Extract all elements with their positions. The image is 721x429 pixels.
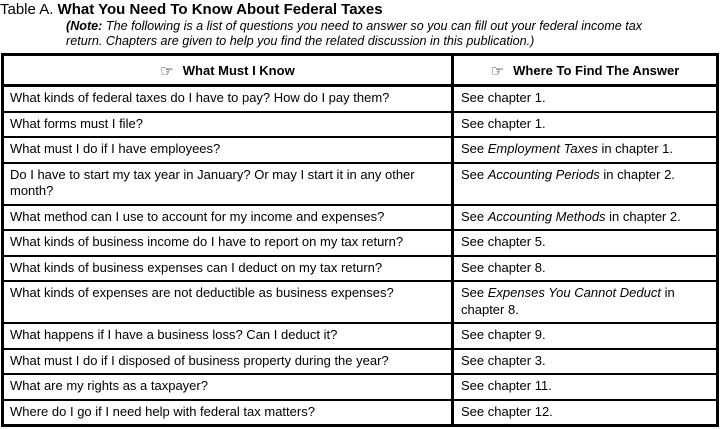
note-prefix: (Note: bbox=[66, 19, 103, 33]
answer-text: in chapter 2. bbox=[599, 166, 675, 182]
answer-text: in chapter 8. bbox=[461, 285, 675, 317]
table-row: What are my rights as a taxpayer? See cha… bbox=[1, 373, 719, 401]
answer-reference-italic: Expenses You Cannot Deduct bbox=[487, 285, 661, 300]
answer-cell: See chapter 9. bbox=[451, 322, 719, 350]
answer-cell: See Accounting Periods in chapter 2. bbox=[451, 161, 719, 206]
table-row: Where do I go if I need help with federa… bbox=[1, 398, 719, 427]
table-row: What kinds of business income do I have … bbox=[1, 229, 719, 257]
table-row: What kinds of federal taxes do I have to… bbox=[1, 84, 719, 113]
answer-text: See bbox=[461, 166, 488, 182]
answer-reference-italic: Employment Taxes bbox=[487, 141, 598, 156]
note-body: The following is a list of questions you… bbox=[66, 19, 643, 48]
note-text: (Note: The following is a list of questi… bbox=[66, 19, 664, 48]
answer-text: See chapter 9. bbox=[461, 327, 546, 342]
header-label-questions: What Must I Know bbox=[182, 63, 295, 78]
answer-cell: See Expenses You Cannot Deduct in chapte… bbox=[451, 280, 719, 324]
table-row: What must I do if I disposed of business… bbox=[1, 347, 719, 375]
header-label-answers: Where To Find The Answer bbox=[513, 63, 680, 78]
answer-text: See chapter 11. bbox=[461, 378, 552, 393]
answer-cell: See chapter 8. bbox=[451, 254, 719, 282]
table-row: What kinds of expenses are not deductibl… bbox=[1, 280, 719, 324]
answer-text: See chapter 8. bbox=[461, 259, 546, 275]
question-cell: What kinds of expenses are not deductibl… bbox=[1, 280, 454, 324]
answer-cell: See chapter 5. bbox=[451, 229, 719, 257]
table-row: What method can I use to account for my … bbox=[1, 203, 719, 231]
question-cell: What kinds of business income do I have … bbox=[1, 229, 454, 257]
answer-cell: See Employment Taxes in chapter 1. bbox=[451, 136, 719, 164]
answer-cell: See chapter 1. bbox=[451, 110, 719, 138]
answer-text: See bbox=[461, 285, 488, 300]
header-what-must-i-know: ☞ What Must I Know bbox=[1, 53, 454, 87]
answer-text: See chapter 1. bbox=[461, 90, 546, 105]
federal-taxes-table: ☞ What Must I Know ☞ Where To Find The Ans… bbox=[1, 53, 719, 427]
question-cell: Do I have to start my tax year in Januar… bbox=[1, 161, 454, 206]
table-row: Do I have to start my tax year in Januar… bbox=[1, 161, 719, 206]
page-title: What You Need To Know About Federal Taxe… bbox=[57, 1, 383, 18]
question-cell: What are my rights as a taxpayer? bbox=[1, 373, 454, 401]
title-line: Table A. What You Need To Know About Fed… bbox=[0, 0, 721, 18]
header-where-to-find-answer: ☞ Where To Find The Answer bbox=[451, 53, 719, 87]
question-cell: What happens if I have a business loss? … bbox=[1, 322, 454, 350]
answer-reference-italic: Accounting Methods bbox=[487, 208, 606, 224]
table-row: What kinds of business expenses can I de… bbox=[1, 254, 719, 282]
pointing-hand-icon: ☞ bbox=[160, 63, 174, 80]
table-label: Table A. bbox=[0, 1, 54, 18]
question-cell: What must I do if I disposed of business… bbox=[1, 347, 454, 375]
answer-cell: See chapter 11. bbox=[451, 373, 719, 401]
answer-reference-italic: Accounting Periods bbox=[487, 166, 600, 182]
table-row: What must I do if I have employees? See E… bbox=[1, 136, 719, 164]
answer-cell: See Accounting Methods in chapter 2. bbox=[451, 203, 719, 231]
question-cell: What kinds of federal taxes do I have to… bbox=[1, 84, 454, 113]
question-cell: What must I do if I have employees? bbox=[1, 136, 454, 164]
pointing-hand-icon: ☞ bbox=[490, 63, 505, 80]
answer-text: See chapter 12. bbox=[461, 403, 553, 419]
table-row: What happens if I have a business loss? … bbox=[1, 322, 719, 350]
question-cell: What method can I use to account for my … bbox=[1, 203, 454, 231]
answer-text: See chapter 5. bbox=[461, 234, 546, 249]
table-header: ☞ What Must I Know ☞ Where To Find The Ans… bbox=[1, 53, 719, 87]
answer-text: in chapter 1. bbox=[597, 141, 673, 156]
answer-text: See chapter 3. bbox=[461, 352, 546, 368]
answer-text: See chapter 1. bbox=[461, 115, 546, 131]
answer-text: See bbox=[461, 208, 488, 224]
table-body: What kinds of federal taxes do I have to… bbox=[1, 84, 719, 427]
answer-text: in chapter 2. bbox=[605, 208, 681, 224]
question-cell: What kinds of business expenses can I de… bbox=[1, 254, 454, 282]
question-cell: What forms must I file? bbox=[1, 110, 454, 138]
answer-cell: See chapter 12. bbox=[451, 398, 719, 427]
answer-cell: See chapter 1. bbox=[451, 84, 719, 113]
question-cell: Where do I go if I need help with federa… bbox=[1, 398, 454, 427]
answer-cell: See chapter 3. bbox=[451, 347, 719, 375]
table-header-row: ☞ What Must I Know ☞ Where To Find The Ans… bbox=[1, 53, 719, 87]
answer-text: See bbox=[461, 141, 488, 156]
table-row: What forms must I file? See chapter 1. bbox=[1, 110, 719, 138]
